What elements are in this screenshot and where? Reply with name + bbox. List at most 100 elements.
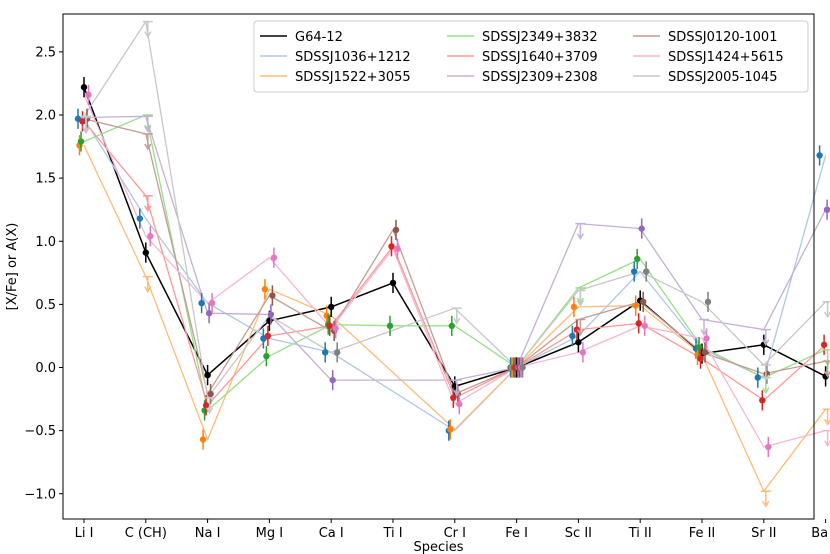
data-point xyxy=(80,84,88,91)
x-tick-label: Fe I xyxy=(505,526,528,541)
y-tick-label: 2.0 xyxy=(35,109,56,124)
data-point xyxy=(386,322,394,330)
x-tick-label: Ca I xyxy=(319,526,344,541)
upper-limit-arrow xyxy=(144,125,152,133)
series-line xyxy=(83,120,827,407)
x-tick-label: C (CH) xyxy=(125,526,167,541)
data-point xyxy=(389,279,397,287)
data-point xyxy=(392,226,400,234)
legend: G64-12 SDSSJ1036+1212 SDSSJ1522+3055 SDSSJ2… xyxy=(253,20,809,93)
legend-label: SDSSJ2005-1045 xyxy=(668,70,777,85)
data-point xyxy=(270,254,278,261)
series-markers xyxy=(74,20,830,508)
data-point xyxy=(763,370,770,378)
data-point xyxy=(638,225,645,232)
y-tick-label: −1.0 xyxy=(24,487,56,502)
data-point xyxy=(701,349,709,356)
x-tick-label: Ti II xyxy=(628,526,652,541)
data-point xyxy=(704,298,712,306)
data-point xyxy=(147,233,154,240)
upper-limit-arrow xyxy=(144,143,152,151)
data-point xyxy=(641,322,648,330)
upper-limit-arrow xyxy=(144,31,152,39)
data-point xyxy=(448,322,455,330)
upper-limit-arrow xyxy=(453,317,461,325)
data-point xyxy=(450,394,457,401)
series-line xyxy=(83,114,826,412)
upper-limit-arrow xyxy=(576,300,585,307)
upper-limit-arrow xyxy=(576,233,585,241)
series-line xyxy=(83,145,827,492)
legend-label: SDSSJ2309+2308 xyxy=(482,70,598,85)
plot-frame xyxy=(62,13,815,520)
data-point xyxy=(329,376,336,384)
data-point xyxy=(569,332,576,340)
upper-limit-arrow xyxy=(762,387,770,395)
data-point xyxy=(697,355,704,362)
x-tick-label: Ba II xyxy=(811,526,830,541)
upper-limit-arrow xyxy=(205,407,214,415)
data-point xyxy=(85,91,92,99)
data-point xyxy=(199,436,207,443)
data-point xyxy=(820,341,828,348)
data-point xyxy=(579,349,587,356)
x-axis-label: Species xyxy=(413,540,463,554)
x-tick-label: Sr II xyxy=(751,526,776,541)
x-tick-label: Li I xyxy=(75,526,94,541)
data-point xyxy=(640,298,647,306)
legend-label: SDSSJ1424+5615 xyxy=(668,50,784,65)
x-tick-label: Mg I xyxy=(256,526,283,541)
data-point xyxy=(261,286,269,293)
legend-label: G64-12 xyxy=(295,30,343,45)
series-line xyxy=(83,20,827,399)
data-point xyxy=(326,322,333,330)
data-point xyxy=(269,292,276,299)
upper-limit-arrow xyxy=(762,374,770,382)
data-point xyxy=(703,335,710,342)
data-point xyxy=(823,206,830,213)
x-tick-label: Na I xyxy=(195,526,221,541)
data-point xyxy=(754,374,761,381)
legend-box xyxy=(253,20,809,93)
y-tick-label: 1.0 xyxy=(35,235,56,250)
x-tick-label: Fe II xyxy=(689,526,716,541)
upper-limit-arrow xyxy=(144,205,152,213)
y-tick-label: 0.5 xyxy=(35,298,56,313)
y-tick-label: 1.5 xyxy=(35,172,56,187)
data-point xyxy=(204,371,211,379)
data-point xyxy=(643,268,650,275)
x-tick-label: Ti I xyxy=(382,526,402,541)
upper-limit-arrow xyxy=(144,286,152,294)
data-point xyxy=(570,303,578,311)
data-point xyxy=(759,397,766,404)
data-point xyxy=(334,349,341,356)
data-point xyxy=(207,390,214,398)
data-point xyxy=(263,352,270,360)
data-point xyxy=(142,249,149,256)
series-line xyxy=(83,94,826,448)
y-axis-label: [X/Fe] or A(X) xyxy=(5,223,20,311)
data-point xyxy=(765,443,772,451)
upper-limit-arrow xyxy=(82,125,90,133)
data-point xyxy=(575,339,582,346)
data-point xyxy=(632,302,639,309)
legend-label: SDSSJ2349+3832 xyxy=(482,30,598,45)
x-tick-label: Sc II xyxy=(565,526,592,541)
upper-limit-arrow xyxy=(700,329,708,336)
data-point xyxy=(631,268,638,275)
data-point xyxy=(322,349,329,356)
upper-limit-arrow xyxy=(453,389,461,397)
legend-label: SDSSJ1640+3709 xyxy=(482,50,598,65)
y-tick-label: 2.5 xyxy=(35,45,56,60)
data-point xyxy=(332,325,339,332)
legend-label: SDSSJ1036+1212 xyxy=(295,50,411,65)
data-point xyxy=(205,310,213,317)
data-point xyxy=(519,364,526,371)
data-point xyxy=(208,299,216,307)
legend-label: SDSSJ0120-1001 xyxy=(668,30,777,45)
data-point xyxy=(264,332,272,340)
data-point xyxy=(202,402,210,409)
upper-limit-arrow xyxy=(762,500,770,508)
y-tick-label: −0.5 xyxy=(24,424,56,439)
data-point xyxy=(328,303,335,311)
